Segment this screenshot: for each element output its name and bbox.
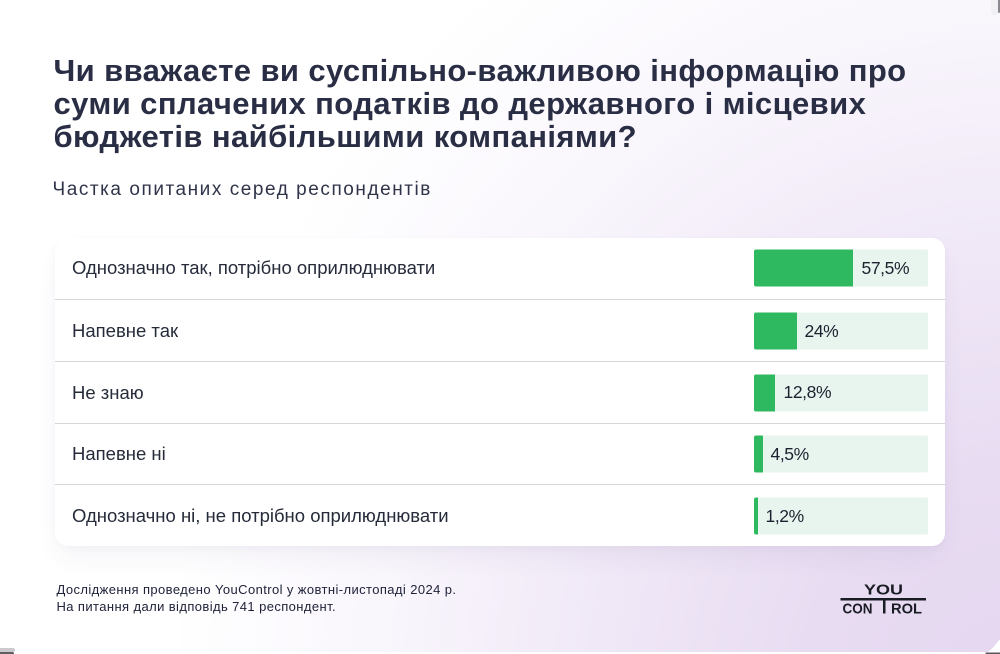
svg-text:ROL: ROL xyxy=(891,601,922,618)
svg-text:CON: CON xyxy=(843,601,873,618)
svg-text:YOU: YOU xyxy=(864,582,903,599)
